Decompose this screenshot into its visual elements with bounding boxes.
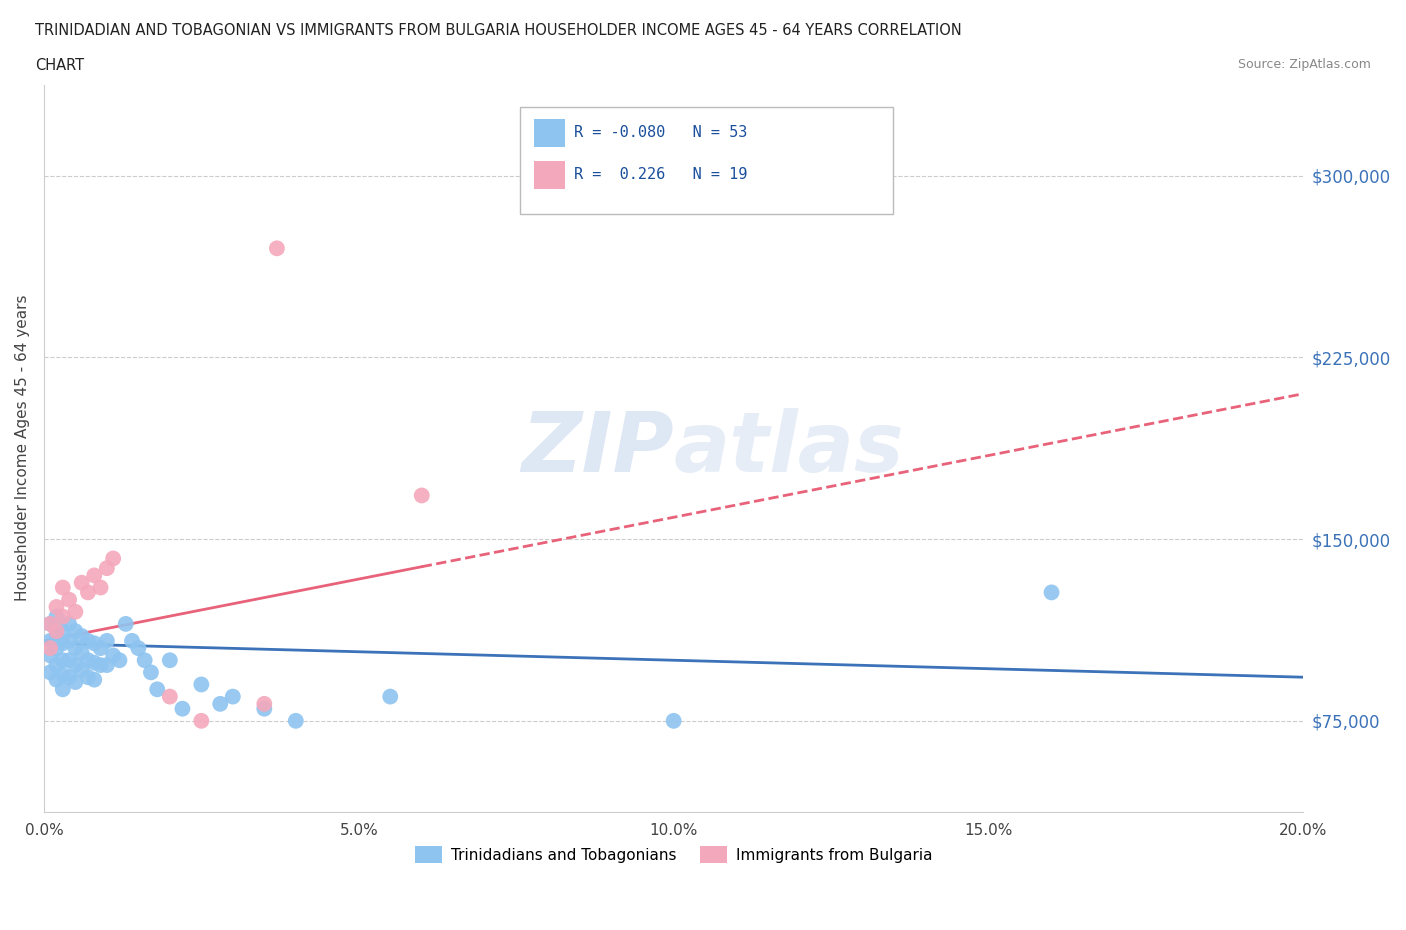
Point — [284, 713, 307, 728]
Point — [134, 653, 156, 668]
Point — [58, 670, 80, 684]
Point — [70, 629, 93, 644]
Point — [45, 641, 67, 656]
Point — [121, 633, 143, 648]
Text: R = -0.080   N = 53: R = -0.080 N = 53 — [574, 126, 747, 140]
Point — [90, 580, 112, 595]
Point — [96, 658, 118, 672]
Text: R =  0.226   N = 19: R = 0.226 N = 19 — [574, 167, 747, 182]
Point — [65, 604, 87, 619]
Point — [45, 624, 67, 639]
Point — [159, 653, 181, 668]
Point — [146, 682, 169, 697]
Point — [39, 648, 62, 663]
Point — [209, 697, 232, 711]
Point — [101, 648, 124, 663]
Point — [39, 665, 62, 680]
Point — [83, 636, 105, 651]
Point — [52, 653, 75, 668]
Text: TRINIDADIAN AND TOBAGONIAN VS IMMIGRANTS FROM BULGARIA HOUSEHOLDER INCOME AGES 4: TRINIDADIAN AND TOBAGONIAN VS IMMIGRANTS… — [35, 23, 962, 38]
Point — [108, 653, 131, 668]
Point — [266, 241, 288, 256]
Point — [114, 617, 136, 631]
Point — [77, 653, 100, 668]
Point — [77, 670, 100, 684]
Point — [45, 600, 67, 615]
Point — [45, 609, 67, 624]
Point — [190, 713, 212, 728]
Point — [127, 641, 149, 656]
Point — [101, 551, 124, 566]
Point — [1040, 585, 1063, 600]
Point — [70, 662, 93, 677]
Text: Source: ZipAtlas.com: Source: ZipAtlas.com — [1237, 58, 1371, 71]
Point — [222, 689, 245, 704]
Point — [45, 658, 67, 672]
Point — [52, 624, 75, 639]
Point — [39, 641, 62, 656]
Point — [172, 701, 194, 716]
Point — [190, 677, 212, 692]
Point — [65, 674, 87, 689]
Point — [90, 658, 112, 672]
Point — [58, 592, 80, 607]
Point — [83, 656, 105, 671]
Point — [139, 665, 162, 680]
Point — [65, 641, 87, 656]
Point — [159, 689, 181, 704]
Point — [52, 609, 75, 624]
Point — [65, 658, 87, 672]
Point — [83, 672, 105, 687]
Point — [77, 585, 100, 600]
Point — [77, 633, 100, 648]
Point — [253, 701, 276, 716]
Point — [65, 624, 87, 639]
Point — [70, 645, 93, 660]
Point — [52, 668, 75, 683]
Point — [39, 633, 62, 648]
Text: ZIP: ZIP — [522, 407, 673, 489]
Point — [83, 568, 105, 583]
Point — [96, 633, 118, 648]
Legend: Trinidadians and Tobagonians, Immigrants from Bulgaria: Trinidadians and Tobagonians, Immigrants… — [408, 840, 939, 870]
Point — [58, 653, 80, 668]
Point — [45, 629, 67, 644]
Point — [45, 672, 67, 687]
Y-axis label: Householder Income Ages 45 - 64 years: Householder Income Ages 45 - 64 years — [15, 295, 30, 602]
Point — [39, 617, 62, 631]
Point — [52, 636, 75, 651]
Text: atlas: atlas — [673, 407, 904, 489]
Point — [58, 617, 80, 631]
Point — [58, 633, 80, 648]
Point — [52, 682, 75, 697]
Point — [52, 580, 75, 595]
Point — [380, 689, 402, 704]
Point — [90, 641, 112, 656]
Point — [96, 561, 118, 576]
Point — [253, 697, 276, 711]
Point — [70, 576, 93, 591]
Point — [411, 488, 433, 503]
Point — [39, 617, 62, 631]
Text: CHART: CHART — [35, 58, 84, 73]
Point — [662, 713, 685, 728]
